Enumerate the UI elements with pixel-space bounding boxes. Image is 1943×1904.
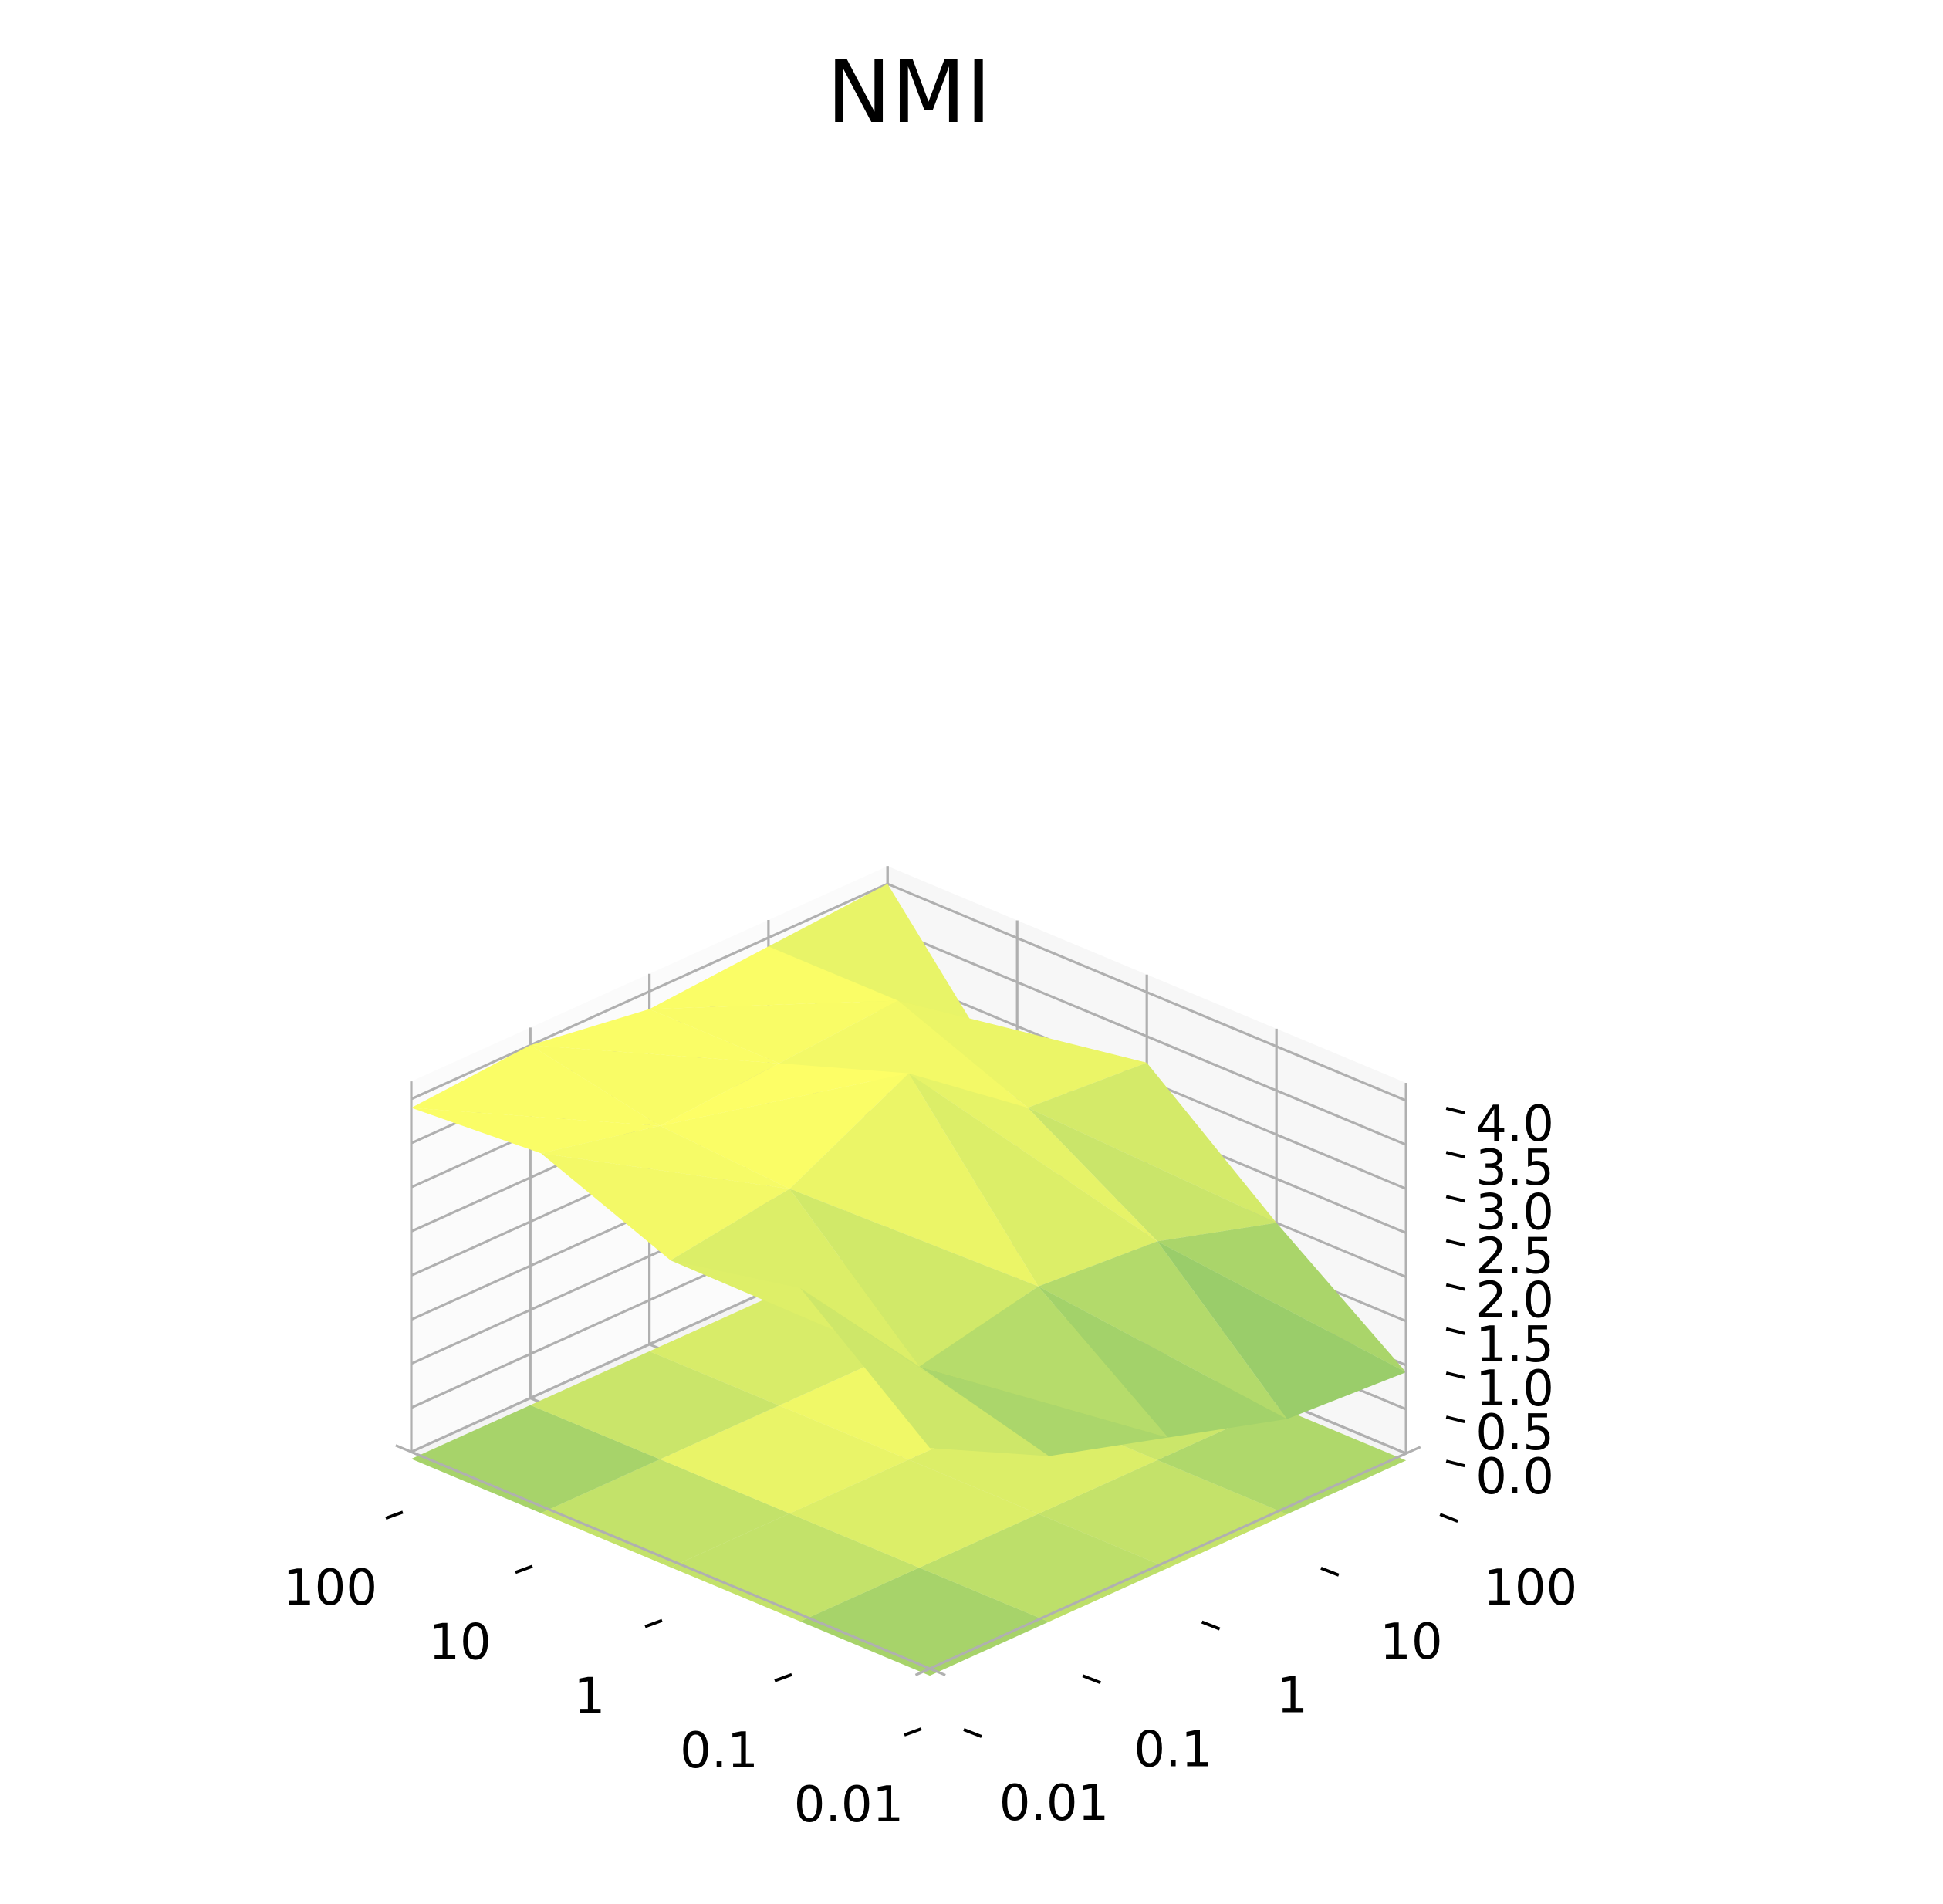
y-tick-label: 0.1	[1134, 1721, 1212, 1778]
x-tick-label: 0.01	[794, 1777, 904, 1834]
z-tick-mark	[1445, 1327, 1465, 1335]
surface-facet	[897, 1000, 1147, 1108]
surface-facet	[1027, 1063, 1277, 1223]
surface-facet	[779, 1000, 1028, 1108]
z-tick-mark	[1445, 1371, 1465, 1379]
projection-cell	[1157, 1406, 1407, 1514]
x-tick-mark	[904, 1727, 922, 1737]
z-tick-mark	[1445, 1239, 1465, 1247]
surface-facet	[800, 1287, 1049, 1456]
surface-facet	[1038, 1241, 1287, 1419]
projection-cell	[919, 1513, 1168, 1622]
y-tick-mark	[1439, 1513, 1458, 1524]
z-tick-mark	[1445, 1459, 1465, 1468]
projection-cell	[800, 1568, 1049, 1676]
x-axis-line	[395, 1444, 946, 1676]
surface-facet	[789, 1073, 1039, 1287]
surface-facet	[649, 946, 898, 1009]
y-tick-label: 10	[1380, 1614, 1442, 1671]
x-axis: 0.01 0.1 1 10 100	[283, 1444, 946, 1834]
x-tick-label: 1	[574, 1669, 606, 1726]
surface	[411, 884, 1407, 1456]
z-tick-label: 3.5	[1475, 1140, 1554, 1197]
surface-facet	[1157, 1241, 1407, 1419]
projection-cell	[1038, 1459, 1287, 1568]
z-tick-mark	[1445, 1195, 1465, 1203]
surface-facet	[530, 1045, 779, 1126]
projection-cell	[789, 1459, 1039, 1568]
projection-cell	[411, 1405, 661, 1513]
y-tick-mark	[1082, 1674, 1102, 1685]
x-tick-label: 10	[428, 1614, 491, 1671]
projection-cell	[530, 1351, 779, 1459]
y-tick-label: 1	[1276, 1668, 1308, 1725]
y-tick-label: 0.01	[999, 1775, 1110, 1832]
surface-facet	[530, 1009, 779, 1064]
surface-facet	[541, 1125, 790, 1189]
surface-facet	[789, 1189, 1039, 1367]
surface-facet	[908, 1073, 1157, 1287]
y-tick-mark	[963, 1728, 982, 1738]
surface-facet	[649, 1000, 898, 1064]
y-tick-mark	[1320, 1567, 1340, 1577]
z-tick-mark	[1445, 1151, 1465, 1159]
z-tick-label: 3.0	[1475, 1184, 1554, 1241]
z-tick-mark	[1445, 1107, 1465, 1114]
x-tick-label: 100	[283, 1560, 377, 1617]
surface-facet	[660, 1073, 909, 1189]
y-tick-mark	[1201, 1620, 1221, 1631]
surface-facet	[1027, 1108, 1277, 1242]
z-tick-label: 1.5	[1475, 1317, 1554, 1374]
z-tick-mark	[1445, 1415, 1465, 1423]
z-tick-label: 0.0	[1475, 1449, 1554, 1506]
z-tick-mark	[1445, 1283, 1465, 1291]
z-tick-label: 0.5	[1475, 1405, 1554, 1462]
surface-facet	[671, 1189, 920, 1367]
z-tick-label: 2.5	[1475, 1229, 1554, 1286]
projection-cell	[671, 1513, 920, 1622]
surface-facet	[1157, 1223, 1407, 1372]
chart-title: NMI	[826, 42, 991, 143]
y-axis: 0.01 0.1 1 10 100	[914, 1446, 1577, 1832]
surface-facet	[908, 1073, 1157, 1242]
z-tick-label: 2.0	[1475, 1273, 1554, 1330]
surface-facet	[919, 1286, 1168, 1438]
y-tick-label: 100	[1483, 1560, 1577, 1617]
projection-cell	[541, 1459, 790, 1568]
x-tick-mark	[385, 1510, 404, 1520]
y-axis-line	[914, 1446, 1421, 1676]
projection-cell	[660, 1405, 909, 1513]
x-tick-label: 0.1	[680, 1723, 759, 1780]
surface-facet	[411, 1108, 661, 1154]
x-tick-mark	[515, 1564, 533, 1574]
surface-facet	[919, 1366, 1168, 1456]
z-tick-label: 1.0	[1475, 1361, 1554, 1418]
surface-facet	[1038, 1286, 1287, 1438]
projection-cell	[649, 1297, 898, 1406]
surface-facet	[660, 1063, 909, 1126]
z-tick-label: 4.0	[1475, 1096, 1554, 1153]
x-tick-mark	[644, 1618, 663, 1628]
z-axis: 0.00.51.01.52.02.53.03.54.0	[1404, 1083, 1554, 1506]
x-tick-mark	[774, 1672, 792, 1682]
surface-facet	[411, 1045, 661, 1126]
surface-facet	[541, 1153, 790, 1260]
